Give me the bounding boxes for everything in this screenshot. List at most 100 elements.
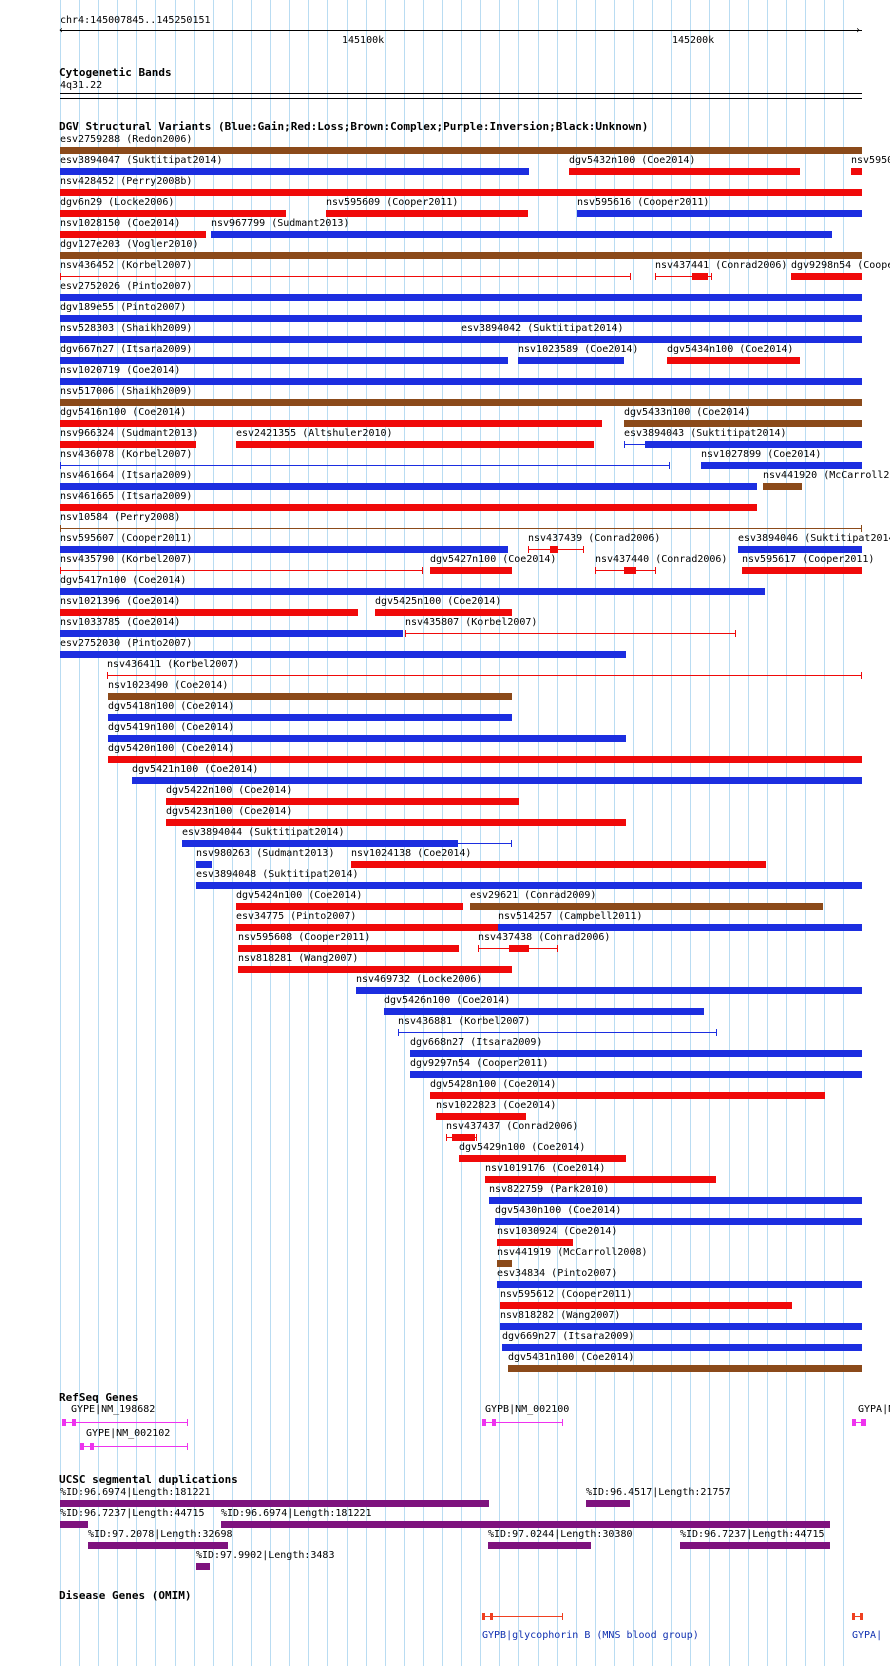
variant-bar[interactable] [60,378,862,385]
segdup-bar[interactable] [196,1563,210,1570]
variant-bar[interactable] [742,567,862,574]
gene-intron-line[interactable] [482,1422,563,1423]
variant-bar[interactable] [60,504,757,511]
variant-bar[interactable] [356,987,862,994]
variant-core-bar[interactable] [182,840,458,847]
omim-exon[interactable] [482,1613,485,1620]
variant-bar[interactable] [60,483,757,490]
variant-bar[interactable] [196,882,862,889]
variant-bar[interactable] [108,693,512,700]
omim-gene-line[interactable] [852,1616,862,1617]
variant-bar[interactable] [108,756,862,763]
variant-bar[interactable] [60,315,862,322]
variant-bar[interactable] [60,210,286,217]
variant-bar[interactable] [60,357,508,364]
variant-bar[interactable] [430,567,512,574]
variant-line[interactable] [398,1032,717,1033]
variant-bar[interactable] [108,714,512,721]
variant-bar[interactable] [60,252,862,259]
variant-bar[interactable] [211,231,832,238]
gene-exon[interactable] [62,1419,66,1426]
variant-bar[interactable] [502,1344,862,1351]
variant-bar[interactable] [196,861,212,868]
variant-bar[interactable] [470,903,823,910]
variant-bar[interactable] [508,1365,862,1372]
variant-bar[interactable] [60,588,765,595]
variant-bar[interactable] [351,861,766,868]
variant-bar[interactable] [238,945,459,952]
gene-exon[interactable] [482,1419,486,1426]
variant-bar[interactable] [410,1050,862,1057]
variant-bar[interactable] [498,924,862,931]
gene-exon[interactable] [80,1443,84,1450]
variant-bar[interactable] [497,1239,573,1246]
variant-bar[interactable] [60,147,862,154]
gene-intron-line[interactable] [852,1422,862,1423]
variant-line[interactable] [60,528,862,529]
variant-bar[interactable] [60,609,358,616]
variant-bar[interactable] [236,441,594,448]
gene-exon[interactable] [187,1443,188,1450]
variant-bar[interactable] [436,1113,526,1120]
variant-bar[interactable] [851,168,862,175]
segdup-bar[interactable] [60,1521,88,1528]
variant-bar[interactable] [60,546,508,553]
variant-bar[interactable] [485,1176,716,1183]
variant-core-bar[interactable] [692,273,708,280]
variant-line[interactable] [60,276,631,277]
variant-bar[interactable] [577,210,862,217]
gene-exon[interactable] [72,1419,76,1426]
gene-exon[interactable] [562,1419,563,1426]
variant-bar[interactable] [738,546,862,553]
variant-line[interactable] [405,633,736,634]
omim-exon[interactable] [562,1613,563,1620]
variant-bar[interactable] [495,1218,862,1225]
omim-exon[interactable] [852,1613,855,1620]
variant-bar[interactable] [430,1092,825,1099]
variant-bar[interactable] [236,924,500,931]
segdup-bar[interactable] [60,1500,489,1507]
variant-bar[interactable] [384,1008,704,1015]
omim-gene-line[interactable] [482,1616,563,1617]
variant-core-bar[interactable] [645,441,862,448]
variant-bar[interactable] [132,777,862,784]
omim-exon[interactable] [861,1613,862,1620]
variant-core-bar[interactable] [509,945,529,952]
variant-line[interactable] [107,675,862,676]
variant-core-bar[interactable] [624,567,636,574]
variant-bar[interactable] [60,399,862,406]
variant-bar[interactable] [60,630,403,637]
variant-bar[interactable] [60,168,529,175]
gene-exon[interactable] [862,1419,866,1426]
omim-exon[interactable] [490,1613,493,1620]
variant-bar[interactable] [459,1155,626,1162]
variant-bar[interactable] [108,735,626,742]
variant-line[interactable] [655,276,712,277]
variant-bar[interactable] [500,1323,862,1330]
variant-bar[interactable] [667,357,800,364]
gene-exon[interactable] [90,1443,94,1450]
gene-exon[interactable] [861,1419,862,1426]
segdup-bar[interactable] [488,1542,591,1549]
variant-bar[interactable] [166,819,626,826]
variant-bar[interactable] [497,1260,512,1267]
gene-intron-line[interactable] [80,1446,188,1447]
variant-bar[interactable] [489,1197,862,1204]
variant-bar[interactable] [60,651,626,658]
variant-line[interactable] [60,570,423,571]
variant-bar[interactable] [791,273,862,280]
variant-bar[interactable] [375,609,512,616]
variant-bar[interactable] [60,189,862,196]
variant-core-bar[interactable] [510,336,862,343]
gene-exon[interactable] [492,1419,496,1426]
segdup-bar[interactable] [680,1542,830,1549]
variant-bar[interactable] [569,168,800,175]
variant-core-bar[interactable] [550,546,558,553]
variant-bar[interactable] [236,903,463,910]
gene-exon[interactable] [852,1419,856,1426]
segdup-bar[interactable] [586,1500,630,1507]
gene-intron-line[interactable] [62,1422,188,1423]
variant-bar[interactable] [60,441,196,448]
variant-bar[interactable] [500,1302,792,1309]
variant-core-bar[interactable] [452,1134,475,1141]
